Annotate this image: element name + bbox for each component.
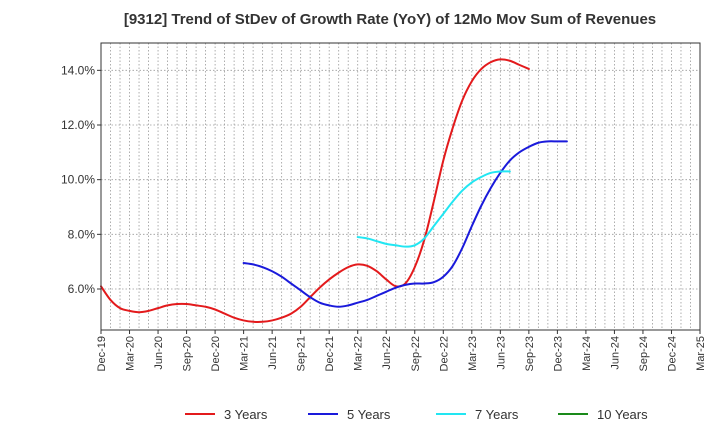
x-tick-label: Sep-20 (182, 336, 194, 371)
x-axis-ticks: Dec-19 Mar-20 Jun-20 Sep-20 Dec-20 Mar-21 Jun-… (96, 330, 707, 371)
legend-item-5-years: 5 Years (308, 407, 391, 422)
series-line-5-years (242, 140, 568, 308)
x-tick-label: Mar-23 (467, 336, 479, 371)
legend: 3 Years 5 Years 7 Years 10 Years (185, 407, 648, 422)
series-layer (100, 58, 568, 323)
y-tick-label: 12.0% (61, 118, 95, 132)
x-tick-label: Dec-21 (324, 336, 336, 371)
series-line-7-years (356, 170, 511, 248)
plot-border (100, 42, 701, 331)
y-tick-label: 6.0% (68, 282, 96, 296)
y-tick-label: 14.0% (61, 63, 95, 77)
plot-area (101, 43, 700, 330)
x-tick-label: Mar-24 (581, 336, 593, 371)
x-tick-label: Dec-19 (96, 336, 108, 371)
x-tick-label: Sep-21 (296, 336, 308, 371)
y-axis-ticks: 6.0% 8.0% 10.0% 12.0% 14.0% (61, 63, 101, 296)
legend-item-7-years: 7 Years (436, 407, 519, 422)
x-tick-label: Dec-24 (666, 336, 678, 371)
x-tick-label: Mar-21 (239, 336, 251, 371)
x-tick-label: Jun-23 (495, 336, 507, 370)
x-tick-label: Dec-20 (210, 336, 222, 371)
x-tick-label: Dec-22 (438, 336, 450, 371)
series-line-3-years (100, 58, 530, 323)
x-tick-label: Jun-20 (153, 336, 165, 370)
legend-label: 7 Years (475, 407, 519, 422)
x-tick-label: Sep-23 (524, 336, 536, 371)
chart-title: [9312] Trend of StDev of Growth Rate (Yo… (124, 11, 656, 28)
x-tick-label: Mar-20 (125, 336, 137, 371)
x-tick-label: Mar-22 (353, 336, 365, 371)
x-tick-label: Jun-22 (381, 336, 393, 370)
x-tick-label: Dec-23 (552, 336, 564, 371)
legend-label: 5 Years (347, 407, 391, 422)
legend-label: 10 Years (597, 407, 648, 422)
y-tick-label: 10.0% (61, 173, 95, 187)
x-tick-label: Sep-22 (410, 336, 422, 371)
legend-item-10-years: 10 Years (558, 407, 648, 422)
x-tick-label: Jun-24 (609, 336, 621, 370)
y-tick-label: 8.0% (68, 227, 96, 241)
x-tick-label: Jun-21 (267, 336, 279, 370)
grid-layer (101, 43, 700, 330)
legend-item-3-years: 3 Years (185, 407, 268, 422)
x-tick-label: Sep-24 (638, 336, 650, 371)
x-tick-label: Mar-25 (695, 336, 707, 371)
legend-label: 3 Years (224, 407, 268, 422)
